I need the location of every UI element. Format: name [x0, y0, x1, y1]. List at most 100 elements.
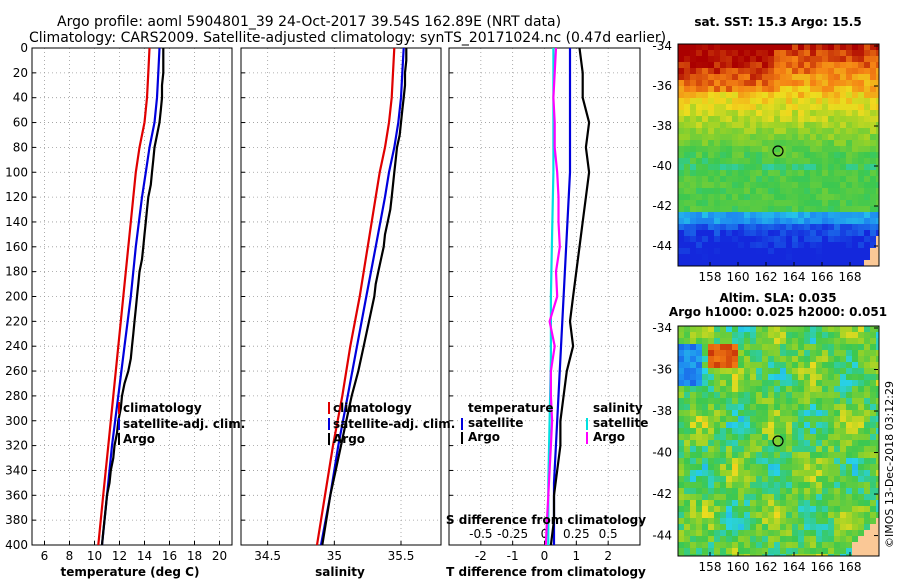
sst-cell — [870, 110, 876, 116]
sst-cell — [846, 224, 852, 230]
sst-cell — [858, 50, 864, 56]
sla-cell — [804, 458, 810, 464]
sst-cell — [738, 254, 744, 260]
sla-cell — [750, 326, 756, 332]
sst-cell — [786, 92, 792, 98]
sst-cell — [762, 134, 768, 140]
sla-cell — [702, 404, 708, 410]
sla-cell — [828, 482, 834, 488]
sla-cell — [798, 416, 804, 422]
sst-cell — [792, 86, 798, 92]
sla-cell — [714, 332, 720, 338]
sla-cell — [846, 500, 852, 506]
sla-cell — [858, 416, 864, 422]
sla-cell — [870, 542, 876, 548]
sla-cell — [768, 434, 774, 440]
sst-cell — [684, 140, 690, 146]
sla-cell — [822, 392, 828, 398]
sla-cell — [828, 416, 834, 422]
sst-cell — [786, 176, 792, 182]
sla-cell — [816, 404, 822, 410]
sla-cell — [678, 338, 684, 344]
sst-cell — [684, 194, 690, 200]
sst-cell — [804, 68, 810, 74]
sst-cell — [678, 86, 684, 92]
sst-cell — [750, 116, 756, 122]
sst-cell — [744, 44, 750, 50]
sst-cell — [816, 92, 822, 98]
sst-cell — [822, 236, 828, 242]
sst-cell — [876, 170, 879, 176]
sla-cell — [864, 428, 870, 434]
sla-cell — [858, 350, 864, 356]
sst-cell — [870, 164, 876, 170]
sla-cell — [702, 422, 708, 428]
sst-cell — [714, 110, 720, 116]
sla-cell — [684, 398, 690, 404]
sst-cell — [858, 86, 864, 92]
sla-cell — [876, 452, 879, 458]
sst-cell — [678, 44, 684, 50]
sst-cell — [846, 170, 852, 176]
sst-cell — [852, 50, 858, 56]
sst-cell — [828, 110, 834, 116]
sst-cell — [678, 80, 684, 86]
sla-cell — [810, 482, 816, 488]
sla-cell — [810, 374, 816, 380]
sla-cell — [732, 482, 738, 488]
sla-cell — [708, 542, 714, 548]
sst-cell — [846, 212, 852, 218]
sla-cell — [792, 470, 798, 476]
sst-cell — [864, 212, 870, 218]
sst-cell — [678, 254, 684, 260]
sla-cell — [708, 536, 714, 542]
sla-cell — [804, 332, 810, 338]
sla-cell — [696, 392, 702, 398]
sla-cell — [690, 548, 696, 554]
sla-cell — [738, 524, 744, 530]
sla-cell — [792, 338, 798, 344]
sst-cell — [774, 212, 780, 218]
sst-cell — [846, 242, 852, 248]
sst-cell — [726, 146, 732, 152]
sla-cell — [780, 344, 786, 350]
sst-cell — [846, 260, 852, 266]
sla-cell — [774, 518, 780, 524]
sla-cell — [828, 386, 834, 392]
sla-cell — [864, 530, 870, 536]
sla-cell — [762, 452, 768, 458]
sla-cell — [768, 422, 774, 428]
sla-cell — [870, 524, 876, 530]
x-tick-label: 16 — [162, 549, 177, 563]
sst-cell — [732, 254, 738, 260]
sst-cell — [876, 248, 879, 254]
sst-cell — [864, 218, 870, 224]
sst-cell — [780, 206, 786, 212]
sst-cell — [774, 236, 780, 242]
sla-cell — [828, 440, 834, 446]
sst-cell — [864, 152, 870, 158]
sst-cell — [726, 140, 732, 146]
sst-cell — [852, 140, 858, 146]
sst-cell — [840, 164, 846, 170]
sst-cell — [690, 248, 696, 254]
sst-cell — [714, 170, 720, 176]
sla-cell — [744, 398, 750, 404]
sla-cell — [726, 506, 732, 512]
sla-cell — [798, 350, 804, 356]
depth-tick-label: 320 — [5, 439, 28, 453]
sst-cell — [768, 104, 774, 110]
sst-cell — [828, 92, 834, 98]
sla-cell — [792, 416, 798, 422]
sla-cell — [780, 464, 786, 470]
sla-cell — [696, 326, 702, 332]
sst-cell — [684, 116, 690, 122]
sla-cell — [864, 488, 870, 494]
sst-cell — [756, 44, 762, 50]
sla-cell — [678, 458, 684, 464]
sla-cell — [744, 476, 750, 482]
sla-cell — [822, 350, 828, 356]
sst-cell — [858, 128, 864, 134]
sst-cell — [810, 188, 816, 194]
sla-cell — [708, 362, 714, 368]
